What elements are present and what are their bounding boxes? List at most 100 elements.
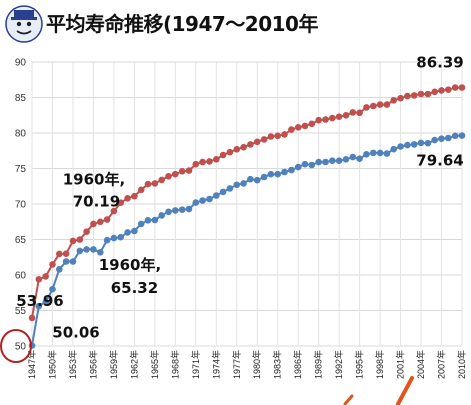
x-axis: 1947年 1950年 1953年 1956年 1959年 1962年 1965年 1968年… [26, 350, 467, 379]
data-point [185, 167, 193, 174]
data-point [172, 207, 179, 214]
data-point [397, 143, 404, 150]
data-point [390, 145, 398, 153]
data-point [69, 237, 77, 245]
data-point [226, 185, 234, 192]
data-point [42, 298, 49, 306]
data-point [49, 285, 56, 293]
data-point [410, 92, 418, 99]
data-point [144, 217, 152, 224]
data-point [260, 173, 268, 181]
data-point [62, 250, 70, 257]
y-tick-label: 50 [15, 342, 27, 353]
data-point [253, 138, 261, 146]
data-point [376, 149, 384, 157]
data-point [219, 188, 227, 196]
data-point [158, 176, 165, 184]
data-point [76, 247, 84, 255]
x-tick-label: 1953年 [67, 350, 78, 379]
y-axis: 50 55 60 65 70 75 80 85 90 [15, 58, 27, 353]
data-point [192, 199, 200, 206]
data-point [301, 122, 309, 130]
data-point [397, 94, 404, 102]
data-point [240, 143, 247, 151]
data-point [458, 132, 466, 139]
data-point [192, 160, 200, 168]
y-tick-label: 65 [15, 235, 27, 246]
data-point [42, 273, 49, 280]
data-point [110, 234, 118, 242]
data-point [219, 151, 227, 159]
data-point [247, 141, 254, 148]
data-point [151, 216, 159, 224]
x-tick-label: 1974年 [210, 350, 221, 379]
x-tick-label: 1962年 [128, 350, 139, 379]
data-point [267, 133, 275, 140]
data-point [370, 149, 377, 157]
data-point [335, 157, 343, 164]
data-point [62, 258, 70, 265]
data-point [308, 120, 316, 128]
data-point [404, 141, 411, 149]
x-tick-label: 2004年 [415, 350, 426, 379]
data-point [383, 150, 391, 157]
data-point [329, 157, 336, 164]
data-point [431, 136, 439, 144]
series-line-0 [31, 86, 462, 319]
data-point [233, 146, 241, 153]
y-tick-label: 70 [15, 200, 27, 211]
x-tick-label: 1959年 [108, 350, 119, 379]
data-point [438, 87, 445, 94]
data-point [294, 124, 302, 131]
data-point [438, 135, 445, 142]
data-point [213, 156, 220, 163]
data-point [56, 250, 63, 258]
data-point [240, 180, 247, 187]
data-point [308, 161, 316, 169]
data-label: 1960年, [99, 256, 161, 274]
x-tick-label: 1980年 [251, 350, 262, 379]
x-tick-label: 1950年 [46, 350, 57, 379]
series-points [28, 84, 466, 349]
data-point [451, 132, 459, 140]
data-point [97, 218, 104, 226]
data-point [431, 88, 439, 96]
data-point [301, 160, 309, 168]
data-point [370, 102, 377, 110]
data-point [110, 207, 118, 215]
data-label: 1960年, [63, 171, 125, 189]
x-tick-label: 1992年 [333, 350, 344, 379]
data-point [383, 101, 391, 108]
data-point [76, 236, 84, 243]
data-point [315, 116, 323, 124]
data-point [294, 163, 302, 171]
data-point [329, 114, 336, 122]
data-point [124, 195, 131, 202]
data-point [322, 116, 329, 123]
series-line-1 [31, 134, 463, 346]
data-point [458, 84, 466, 91]
y-tick-label: 60 [15, 271, 27, 282]
data-point [260, 136, 268, 143]
data-point [363, 151, 370, 158]
data-point [137, 186, 145, 194]
y-tick-label: 85 [15, 93, 27, 104]
x-tick-label: 1986年 [292, 350, 303, 379]
data-point [404, 92, 411, 100]
data-point [288, 166, 295, 174]
chart-title: 平均寿命推移(1947～2010年 [46, 12, 318, 36]
data-point [97, 249, 104, 256]
data-point [274, 132, 282, 140]
data-point [253, 176, 261, 184]
data-point [144, 180, 152, 188]
data-point [83, 228, 90, 235]
x-tick-label: 1956年 [87, 350, 98, 379]
data-point [35, 276, 43, 283]
data-point [342, 112, 350, 119]
data-point [158, 212, 165, 219]
x-tick-label: 1965年 [149, 350, 160, 379]
annotations: 86.39 79.64 53.96 50.06 1960年, 70.19 1960年, 65.… [16, 54, 463, 342]
data-point [267, 170, 275, 178]
data-label: 86.39 [416, 54, 463, 72]
data-point [124, 229, 131, 236]
